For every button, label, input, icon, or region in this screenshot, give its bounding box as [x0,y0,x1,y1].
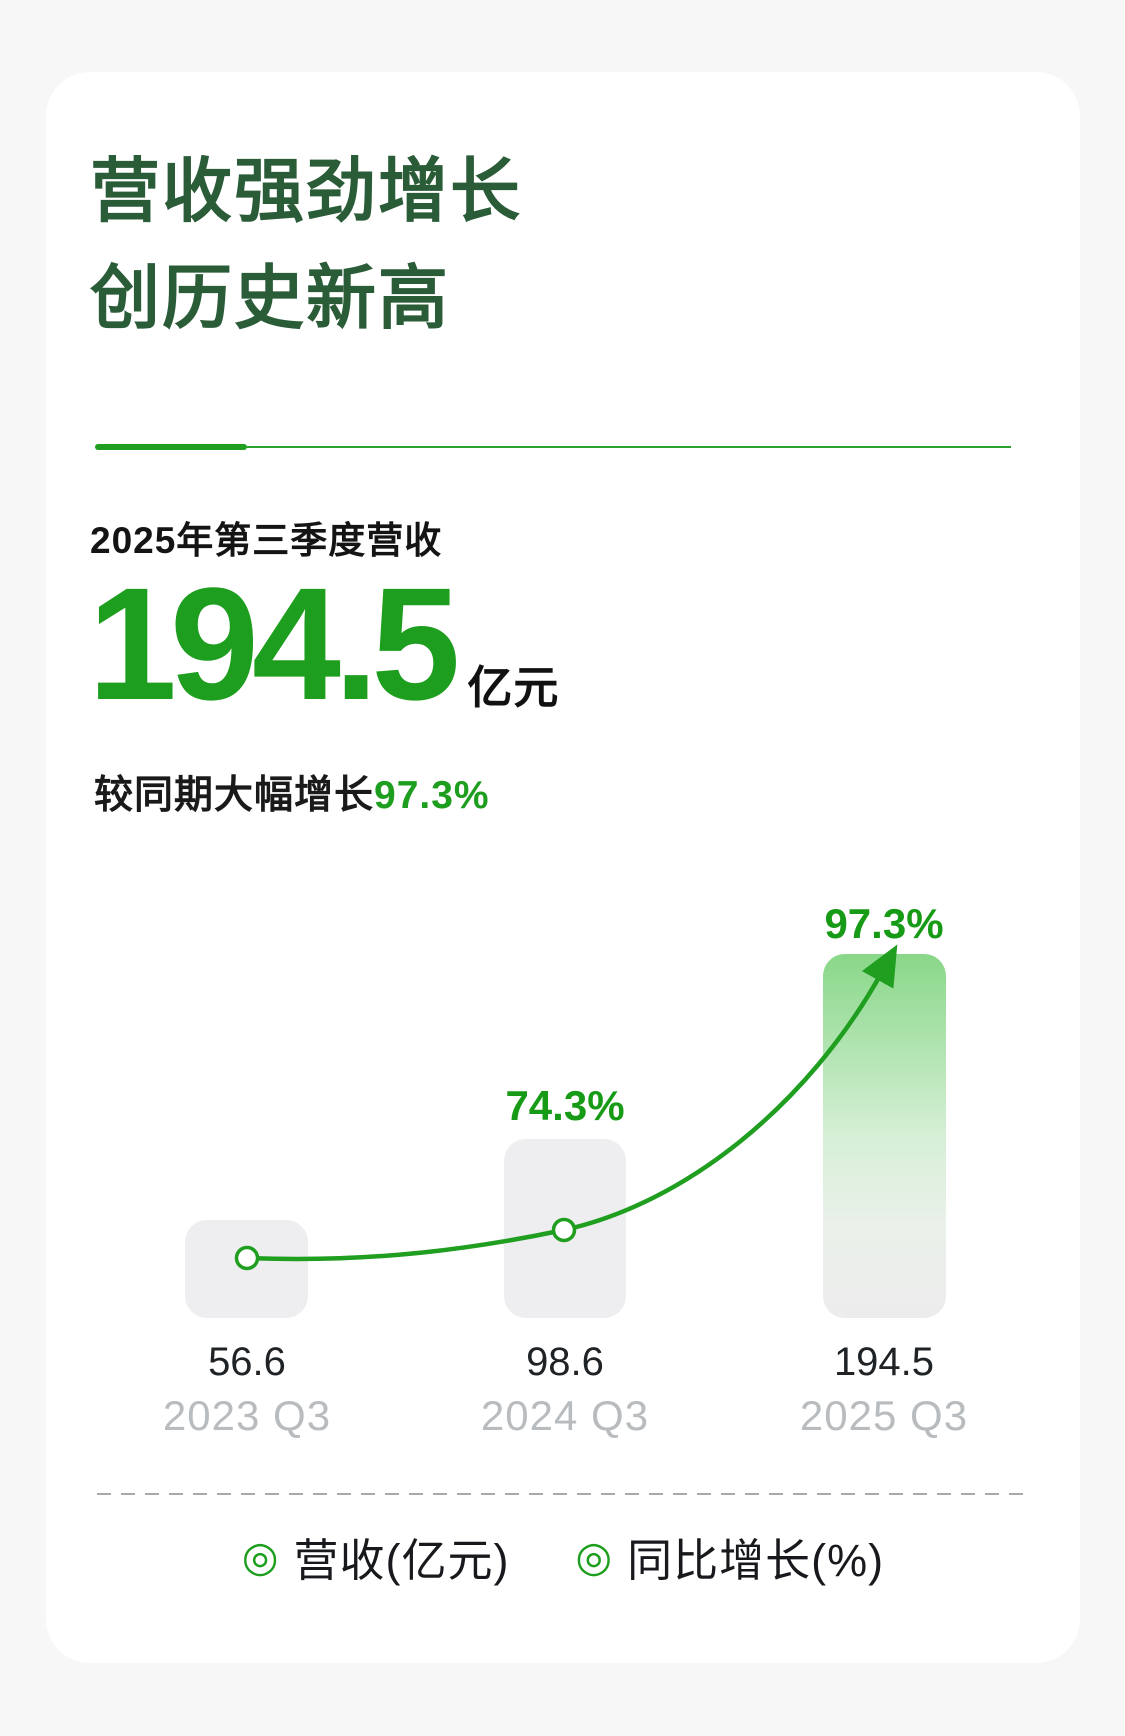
growth-label-2024q3: 74.3% [505,1082,625,1129]
title-divider [95,444,1011,450]
legend-label-growth: 同比增长(%) [627,1535,885,1586]
growth-summary-percent: 97.3% [374,774,490,817]
legend-item-growth: ◎ 同比增长(%) [576,1524,885,1589]
category-label-2023q3: 2023 Q3 [162,1392,332,1439]
stat-label: 2025年第三季度营收 [90,520,443,561]
stat-unit: 亿元 [467,662,560,713]
stat-value: 194.5 [88,554,460,733]
double-circle-icon: ◎ [241,1532,280,1580]
category-label-2024q3: 2024 Q3 [480,1392,650,1439]
page-title: 营收强劲增长 创历史新高 [90,138,522,352]
legend-item-revenue: ◎ 营收(亿元) [242,1524,510,1589]
legend-divider [97,1493,1028,1495]
divider-accent [95,444,247,450]
bar-2024q3 [504,1139,626,1318]
divider-line [247,446,1011,448]
page-title-line2: 创历史新高 [90,259,450,337]
category-label-2025q3: 2025 Q3 [799,1392,969,1439]
growth-summary: 较同期大幅增长97.3% [94,764,490,820]
bar-2023q3 [185,1220,308,1318]
revenue-chart: 74.3% 97.3% 56.6 98.6 194.5 2023 Q3 2024… [46,72,1080,1663]
report-card: 营收强劲增长 创历史新高 2025年第三季度营收 194.5 亿元 较同期大幅增… [46,72,1080,1663]
legend: ◎ 营收(亿元) ◎ 同比增长(%) [46,1524,1080,1589]
growth-summary-text: 较同期大幅增长 [94,774,375,817]
page-title-line1: 营收强劲增长 [90,152,522,230]
value-label-2024q3: 98.6 [526,1340,604,1384]
bar-2025q3 [823,954,946,1318]
stat-value-row: 194.5 亿元 [88,564,559,724]
legend-label-revenue: 营收(亿元) [293,1535,510,1586]
value-label-2023q3: 56.6 [208,1340,286,1384]
double-circle-icon: ◎ [575,1532,614,1580]
growth-label-2025q3: 97.3% [824,900,944,947]
value-label-2025q3: 194.5 [833,1340,935,1384]
